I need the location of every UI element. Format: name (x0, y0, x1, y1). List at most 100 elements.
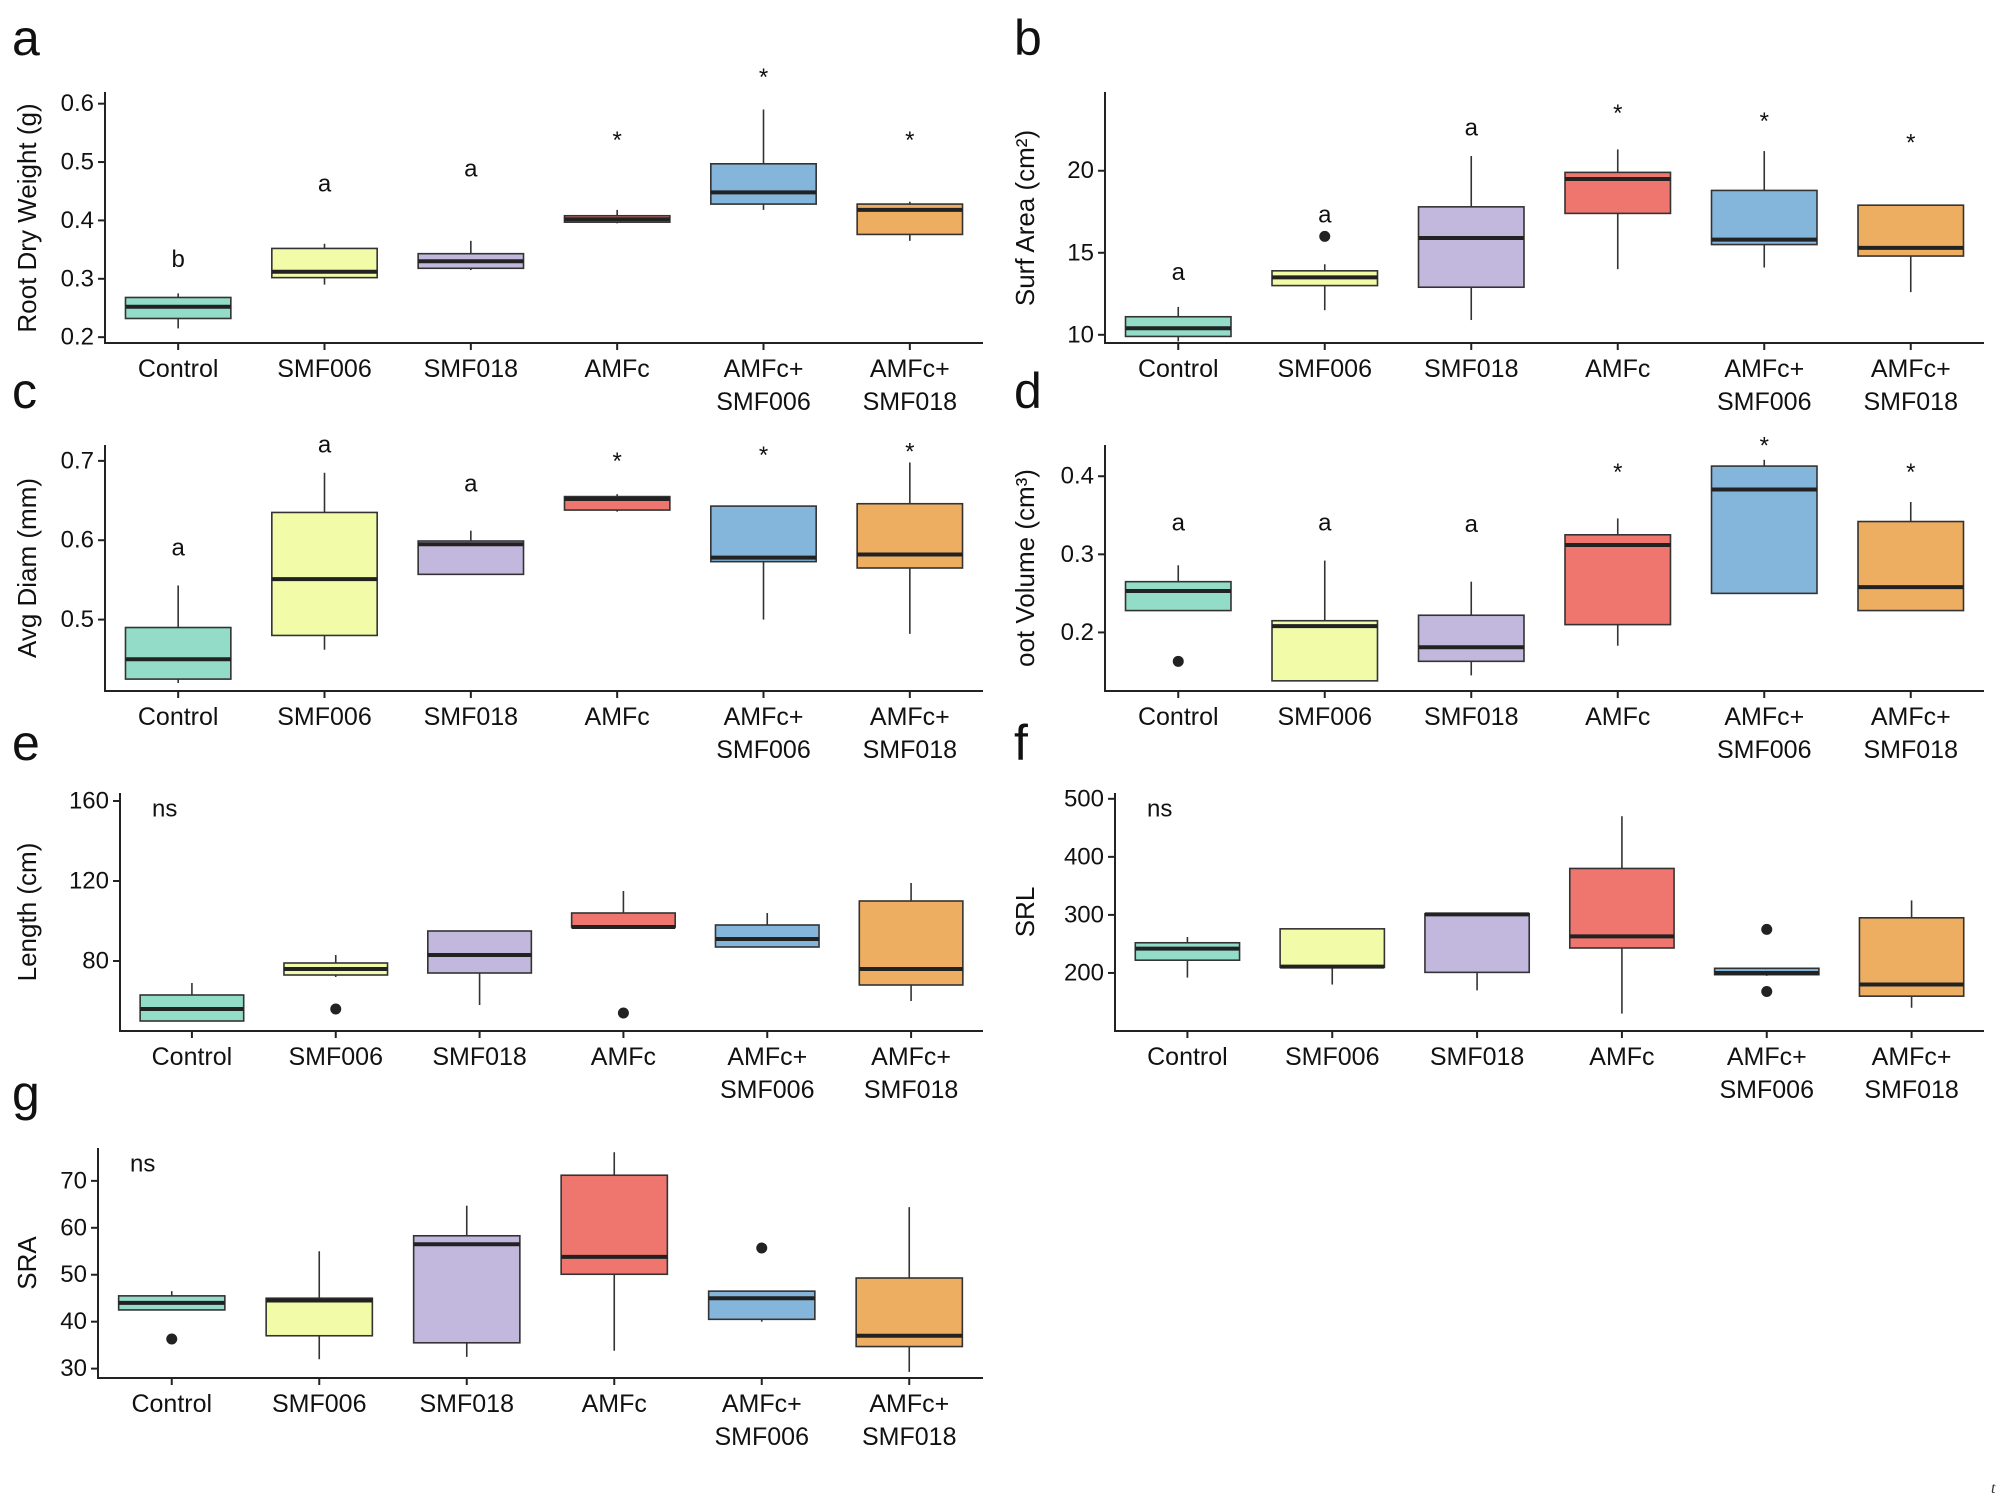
panel-e: e Length (cm) 80 120 160 Control SMF006 SMF018 A… (12, 715, 983, 1104)
box-AMFc+SMF018 (1857, 204, 1965, 293)
box-body (858, 900, 964, 986)
outlier-point (617, 1007, 629, 1019)
x-tick-label: AMFc+ (1871, 703, 1951, 731)
x-tick-label: AMFc+ (1724, 703, 1804, 731)
y-axis-label: oot Volume (cm³) (1010, 469, 1040, 667)
significance-label: a (1318, 510, 1332, 537)
outlier-point (1761, 986, 1773, 998)
box-Control (124, 585, 232, 684)
y-axis-label: Root Dry Weight (g) (12, 103, 42, 332)
y-tick-label: 0.5 (61, 606, 94, 633)
box-body (710, 505, 817, 563)
x-tick-label: Control (131, 1390, 212, 1418)
x-tick-label: SMF018 (863, 736, 957, 764)
x-tick-label: AMFc+ (1724, 355, 1804, 383)
y-tick-label: 0.6 (61, 527, 94, 554)
box-SMF018 (1424, 912, 1531, 991)
x-tick-label: SMF018 (1430, 1043, 1524, 1071)
box-AMFc (1564, 518, 1672, 646)
significance-label: a (1172, 259, 1186, 286)
x-tick-label: AMFc+ (724, 355, 804, 383)
x-tick-label: SMF006 (716, 736, 810, 764)
significance-label: * (1906, 459, 1915, 486)
y-tick-label: 0.5 (61, 149, 94, 176)
box-SMF018 (417, 240, 525, 271)
significance-label: a (464, 156, 478, 183)
y-axis-label: Avg Diam (mm) (12, 478, 42, 658)
x-tick-label: SMF006 (277, 703, 371, 731)
x-tick-label: Control (1138, 355, 1219, 383)
y-tick-label: 80 (82, 948, 109, 975)
y-tick-label: 10 (1067, 321, 1094, 348)
box-AMFc+SMF018 (856, 201, 964, 241)
panel-letter: g (12, 1065, 40, 1121)
y-tick-label: 15 (1067, 239, 1094, 266)
significance-label: a (1172, 510, 1186, 537)
y-tick-label: 0.6 (61, 90, 94, 117)
x-tick-label: SMF006 (277, 355, 371, 383)
box-AMFc+SMF006 (710, 109, 817, 210)
box-Control (1124, 565, 1232, 667)
box-AMFc (563, 209, 671, 224)
x-tick-label: AMFc (585, 703, 650, 731)
panel-a: a Root Dry Weight (g) 0.2 0.3 0.4 0.5 0.6 Contr… (12, 10, 983, 416)
x-tick-label: AMFc+ (870, 355, 950, 383)
box-AMFc+SMF018 (855, 1207, 964, 1372)
significance-label: * (612, 127, 621, 154)
ns-label: ns (152, 796, 177, 823)
box-body (271, 511, 378, 637)
box-AMFc+SMF006 (1710, 459, 1818, 595)
x-tick-label: AMFc+ (1872, 1043, 1952, 1071)
panel-letter: e (12, 715, 40, 771)
significance-label: b (171, 246, 184, 273)
panel-letter: a (12, 10, 40, 66)
box-AMFc+SMF018 (1858, 900, 1965, 1008)
y-tick-label: 0.3 (1061, 541, 1094, 568)
box-AMFc (1568, 816, 1675, 1014)
box-body (1710, 465, 1818, 595)
box-AMFc+SMF006 (1713, 923, 1820, 998)
box-body (412, 1234, 521, 1344)
x-tick-label: SMF018 (863, 388, 957, 416)
significance-label: * (1613, 100, 1622, 127)
y-tick-label: 0.2 (61, 324, 94, 351)
significance-label: * (905, 439, 914, 466)
x-tick-label: AMFc+ (1727, 1043, 1807, 1071)
x-tick-label: AMFc (1585, 703, 1650, 731)
panel-letter: c (12, 363, 37, 419)
x-tick-label: SMF006 (1278, 703, 1372, 731)
significance-label: a (1465, 115, 1479, 142)
outlier-point (330, 1003, 342, 1015)
y-tick-label: 60 (60, 1214, 87, 1241)
box-body (1710, 189, 1818, 246)
y-tick-label: 0.2 (1061, 619, 1094, 646)
x-tick-label: Control (152, 1043, 233, 1071)
significance-label: a (318, 171, 332, 198)
outlier-point (1172, 655, 1184, 667)
significance-label: * (905, 127, 914, 154)
box-body (1564, 534, 1672, 626)
panel-b: b Surf Area (cm²) 10 15 20 Control SMF006 SMF01… (1010, 10, 1984, 416)
box-SMF006 (1271, 230, 1379, 311)
box-SMF006 (265, 1251, 374, 1360)
x-tick-label: SMF006 (1285, 1043, 1379, 1071)
box-Control (124, 293, 232, 329)
x-tick-label: AMFc+ (871, 1043, 951, 1071)
box-SMF018 (427, 930, 533, 1005)
box-AMFc+SMF018 (856, 462, 964, 634)
outlier-point (756, 1242, 768, 1254)
box-Control (117, 1291, 226, 1345)
outlier-point (1761, 923, 1773, 935)
significance-label: a (171, 535, 185, 562)
y-tick-label: 20 (1067, 157, 1094, 184)
box-Control (1134, 936, 1241, 978)
box-body (124, 626, 232, 680)
x-tick-label: Control (138, 703, 219, 731)
box-body (1271, 619, 1379, 682)
x-tick-label: SMF018 (424, 355, 518, 383)
y-tick-label: 400 (1064, 843, 1104, 870)
box-SMF006 (1271, 560, 1379, 682)
y-tick-label: 0.3 (61, 265, 94, 292)
x-tick-label: SMF006 (289, 1043, 383, 1071)
significance-label: * (612, 448, 621, 475)
